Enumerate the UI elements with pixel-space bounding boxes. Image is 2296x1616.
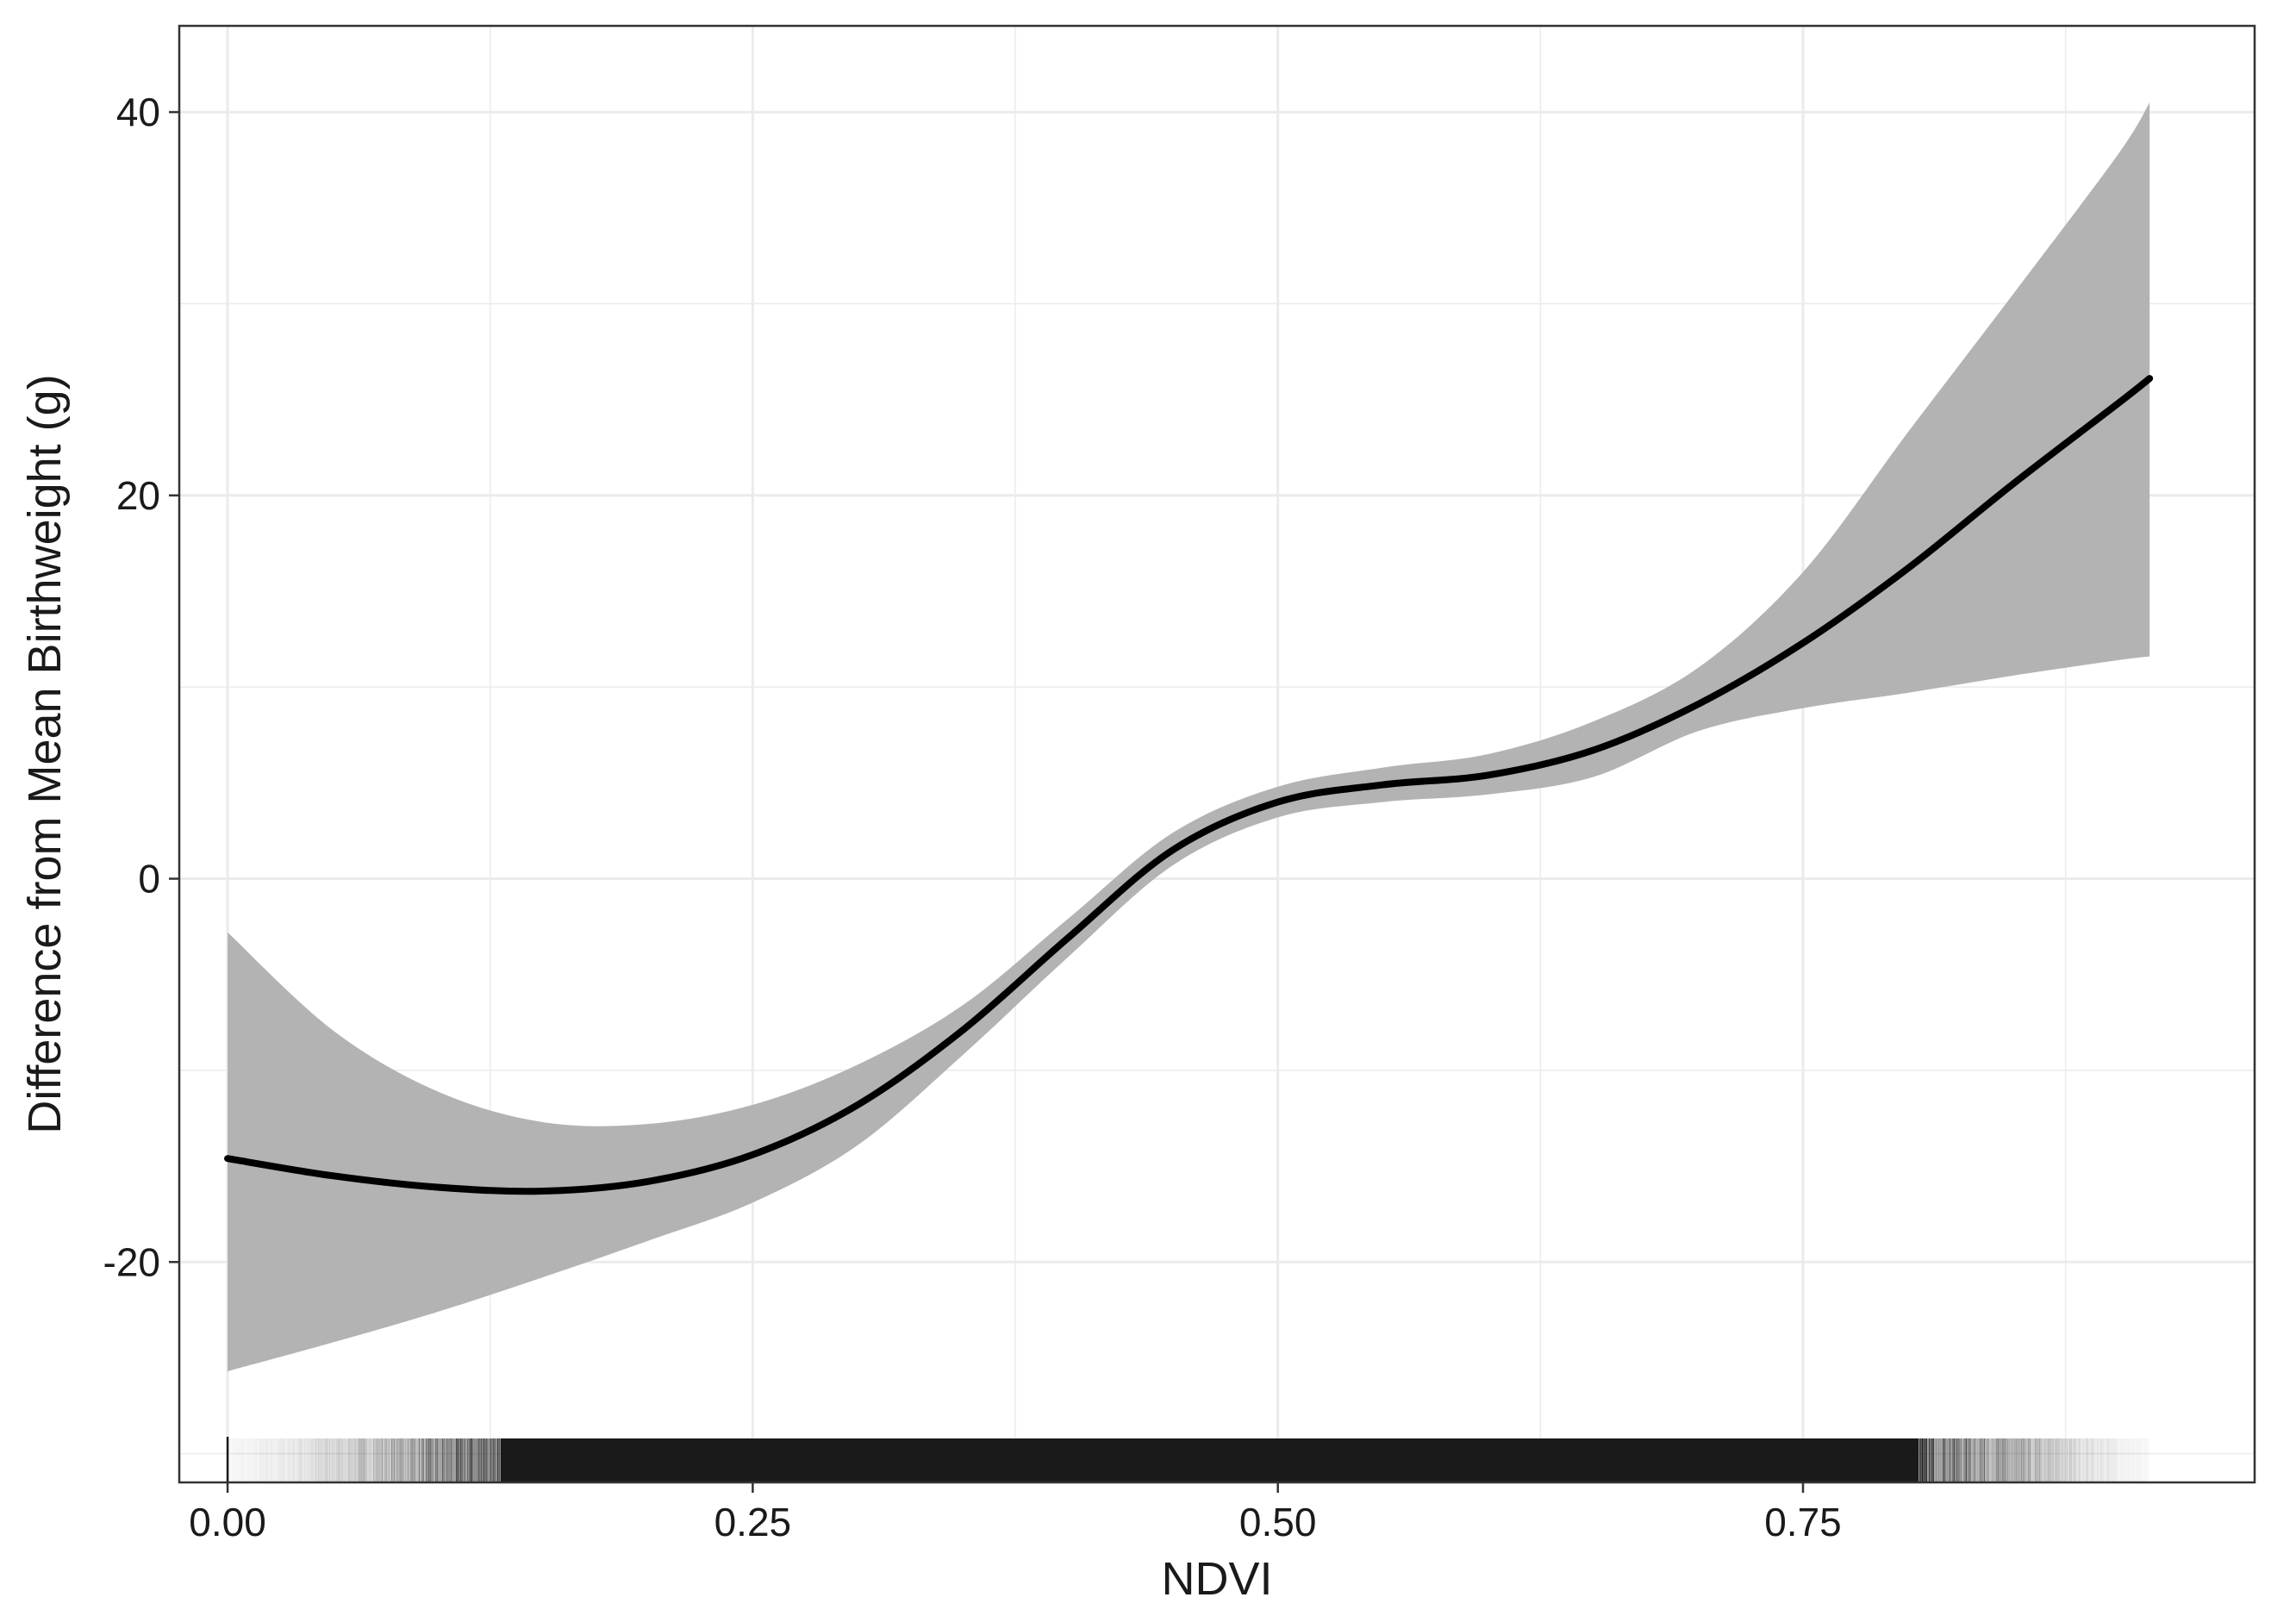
rug-group [226,1437,2148,1482]
x-tick-label: 0.75 [1764,1500,1842,1544]
x-tick-label: 0.50 [1239,1500,1317,1544]
y-tick-label: 40 [116,90,160,134]
x-axis-title: NDVI [1161,1553,1272,1605]
x-tick-label: 0.25 [714,1500,792,1544]
rug-dense-band [500,1438,1919,1482]
y-tick-label: 20 [116,473,160,518]
y-tick-label: 0 [138,857,160,902]
panel-border [178,24,2256,1484]
confidence-ribbon [228,102,2150,1372]
axes: 0.00 0.25 0.50 0.75 -20 0 20 40 [103,90,1842,1544]
x-tick-label: 0.00 [189,1500,266,1544]
smooth-line-group [224,375,2154,1195]
grid [179,26,2255,1482]
smooth-line [224,375,2154,1195]
y-tick-label: -20 [103,1239,160,1284]
confidence-ribbon-group [228,102,2150,1372]
y-axis-title: Difference from Mean Birthweight (g) [19,374,71,1133]
